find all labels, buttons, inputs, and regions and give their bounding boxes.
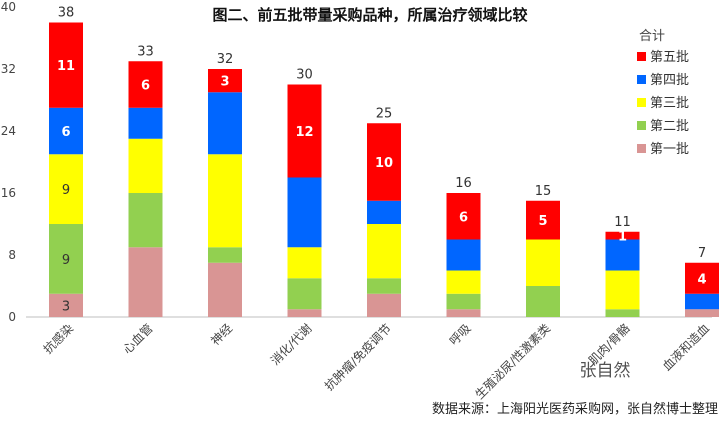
segment-data-label: 6	[141, 79, 150, 94]
y-tick-label: 0	[8, 310, 16, 324]
total-label: 33	[137, 44, 154, 59]
bar-segment	[685, 262, 719, 294]
legend-swatch	[637, 52, 646, 61]
bar-segment	[446, 293, 481, 310]
bar-segment	[446, 193, 481, 240]
bar-segment	[208, 262, 242, 317]
legend-entry: 第一批	[650, 142, 689, 157]
category-label: 神经	[208, 321, 235, 348]
bar-segment	[685, 293, 719, 310]
bar-segment	[49, 224, 83, 294]
segment-data-label: 4	[697, 272, 706, 287]
legend-entry: 第五批	[650, 50, 689, 65]
legend-swatch	[637, 121, 646, 130]
segment-data-label: 10	[375, 156, 393, 171]
segment-data-label: 9	[62, 253, 70, 268]
legend-swatch	[637, 144, 646, 153]
segment-data-label: 3	[220, 75, 229, 90]
bar-segment	[446, 239, 481, 271]
y-tick-label: 32	[1, 62, 16, 76]
bar-segment	[208, 247, 242, 263]
bar-segment	[367, 123, 401, 201]
bar-segment	[367, 200, 401, 224]
bar-segment	[287, 309, 322, 317]
legend-swatch	[637, 98, 646, 107]
bar-segment	[605, 270, 640, 310]
bar-segment	[128, 107, 163, 139]
y-tick-label: 24	[1, 124, 16, 138]
bar-segment	[367, 293, 401, 317]
bar-segment	[287, 278, 322, 310]
legend-swatch	[637, 75, 646, 84]
legend-title: 合计	[639, 29, 665, 44]
total-label: 16	[455, 176, 472, 191]
y-tick-label: 40	[1, 0, 16, 14]
bar-segment	[287, 247, 322, 279]
segment-data-label: 9	[62, 183, 70, 198]
y-tick-label: 8	[8, 248, 16, 262]
bar-segment	[367, 278, 401, 294]
total-label: 32	[217, 52, 234, 67]
segment-data-label: 6	[459, 210, 468, 225]
chart-title: 图二、前五批带量采购品种，所属治疗领域比较	[212, 6, 527, 24]
bar-segment	[49, 154, 83, 224]
bar-segment	[605, 231, 640, 240]
segment-data-label: 3	[62, 299, 70, 314]
category-label: 血液和造血	[659, 321, 712, 374]
bar-segment	[49, 293, 83, 317]
legend-entry: 第三批	[650, 96, 689, 111]
total-label: 11	[614, 215, 631, 230]
bar-segment	[367, 224, 401, 279]
bar-segment	[526, 286, 560, 317]
category-label: 呼吸	[447, 321, 474, 348]
segment-data-label: 6	[61, 125, 70, 140]
bar-segment	[526, 200, 560, 240]
legend-entry: 第四批	[650, 73, 689, 88]
bar-segment	[128, 193, 163, 248]
bar-segment	[526, 239, 560, 286]
bar-segment	[208, 154, 242, 248]
segment-data-label: 12	[295, 125, 313, 140]
category-label: 消化/代谢	[267, 321, 314, 368]
bar-segment	[446, 270, 481, 294]
bar-segment	[49, 22, 83, 108]
total-label: 25	[376, 106, 393, 121]
legend-entry: 第二批	[650, 119, 689, 134]
bar-segment	[128, 247, 163, 317]
segment-data-label: 1	[618, 230, 627, 245]
bar-segment	[128, 138, 163, 193]
bar-segment	[446, 309, 481, 317]
watermark: 张自然	[580, 361, 631, 381]
bar-segment	[287, 177, 322, 248]
bar-segment	[685, 309, 719, 317]
category-label: 心血管	[120, 321, 156, 357]
data-source-note: 数据来源：上海阳光医药采购网，张自然博士整理	[432, 401, 718, 417]
segment-data-label: 5	[538, 214, 547, 229]
total-label: 30	[296, 68, 313, 83]
bar-segment	[208, 69, 242, 93]
total-label: 7	[698, 246, 706, 261]
bar-segment	[605, 309, 640, 317]
bar-segment	[49, 107, 83, 155]
total-label: 15	[535, 184, 552, 199]
bar-segment	[287, 84, 322, 178]
y-tick-label: 16	[1, 186, 16, 200]
bars: 3 9 9 6 11 6 3 12 10 6 5 1 4	[49, 22, 719, 317]
bar-segment	[128, 61, 163, 108]
category-label: 生殖泌尿/性激素类	[472, 321, 553, 402]
category-label: 抗感染	[40, 321, 76, 357]
category-label: 抗肿瘤/免疫调节	[321, 321, 394, 394]
segment-data-label: 11	[57, 59, 75, 74]
bar-segment	[208, 92, 242, 155]
total-label: 38	[58, 6, 75, 21]
bar-segment	[605, 239, 640, 271]
